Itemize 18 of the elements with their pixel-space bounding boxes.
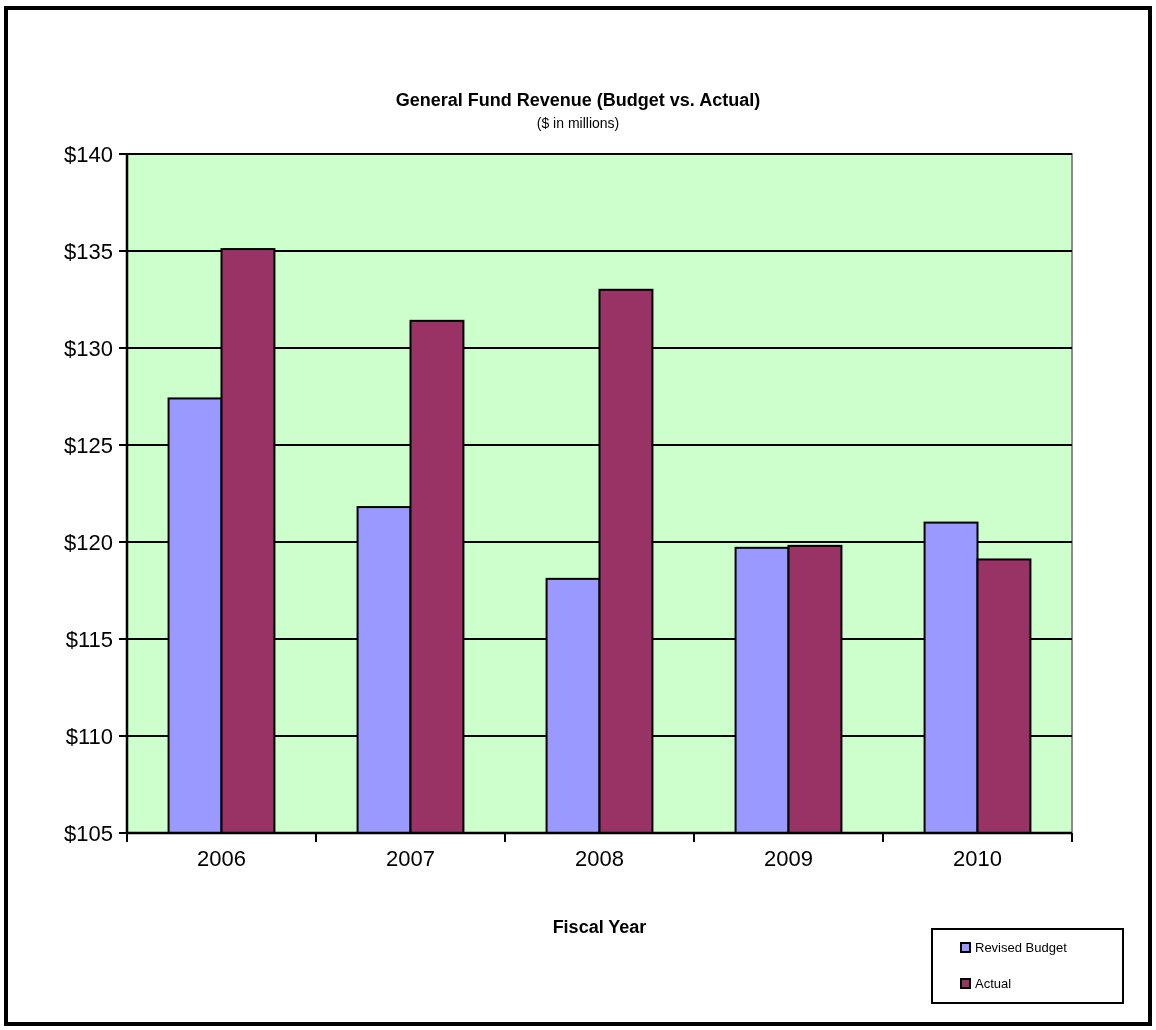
chart-subtitle: ($ in millions)	[536, 115, 620, 131]
x-axis-title: Fiscal Year	[552, 917, 647, 937]
x-tick-label: 2009	[764, 846, 813, 871]
y-tick-label: $115	[65, 626, 113, 652]
y-tick-label: $110	[65, 723, 113, 749]
legend-label: Actual	[975, 976, 1012, 991]
x-tick-label: 2010	[953, 846, 1002, 871]
y-tick-label: $105	[64, 820, 113, 846]
y-tick-label: $120	[64, 529, 113, 555]
y-tick-label: $135	[64, 238, 113, 264]
y-tick-label: $125	[64, 432, 113, 458]
y-tick-label: $140	[64, 141, 113, 167]
y-tick-label: $130	[64, 335, 113, 361]
x-tick-label: 2007	[386, 846, 435, 871]
x-tick-label: 2006	[197, 846, 246, 871]
chart-title: General Fund Revenue (Budget vs. Actual)	[395, 90, 761, 110]
x-tick-label: 2008	[575, 846, 624, 871]
legend-label: Revised Budget	[975, 940, 1068, 955]
